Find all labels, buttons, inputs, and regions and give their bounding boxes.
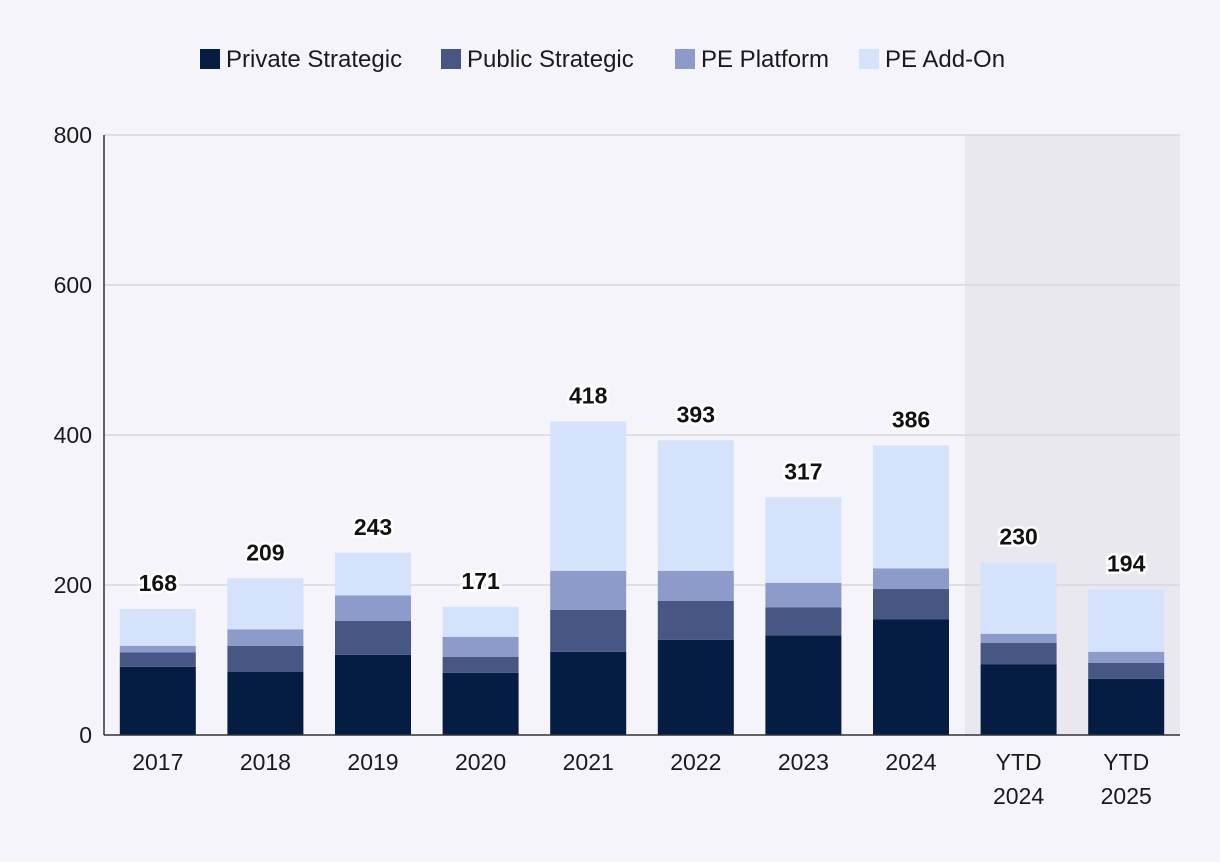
y-tick-label: 200 xyxy=(54,572,92,598)
bar-segment-public-strategic xyxy=(550,609,627,652)
bar-segment-pe-add-on xyxy=(657,440,734,571)
bar-segment-private-strategic xyxy=(873,619,949,735)
bar-segment-pe-add-on xyxy=(119,609,196,646)
bar-segment-public-strategic xyxy=(335,621,411,655)
bar-segment-pe-platform xyxy=(550,570,627,610)
bar-segment-pe-add-on xyxy=(227,578,304,630)
bar-segment-private-strategic xyxy=(1088,678,1165,735)
bar-segment-private-strategic xyxy=(657,639,734,735)
y-tick-label: 800 xyxy=(54,122,92,148)
bar-segment-pe-add-on xyxy=(335,552,411,596)
bar-segment-pe-add-on xyxy=(442,606,519,637)
bar-segment-pe-platform xyxy=(335,595,411,621)
bar-segment-pe-platform xyxy=(227,629,304,646)
legend-label: PE Platform xyxy=(701,46,829,73)
bar-segment-pe-add-on xyxy=(765,497,842,583)
bar-segment-public-strategic xyxy=(119,652,196,667)
x-tick-label: 2018 xyxy=(240,749,291,775)
legend-swatch xyxy=(675,49,695,69)
bar-segment-pe-add-on xyxy=(980,562,1057,634)
x-tick-label: YTD 2024 xyxy=(993,749,1044,809)
bar-total-label: 393 xyxy=(677,401,715,427)
bar-segment-public-strategic xyxy=(442,657,519,673)
bar-segment-private-strategic xyxy=(765,635,842,735)
bar-total-label: 171 xyxy=(461,568,500,594)
bar-total-label: 230 xyxy=(999,524,1037,550)
x-tick-label: 2022 xyxy=(670,749,721,775)
x-tick-label: 2021 xyxy=(563,749,614,775)
y-tick-label: 0 xyxy=(79,722,92,748)
legend-label: PE Add-On xyxy=(885,46,1005,73)
y-tick-label: 400 xyxy=(54,422,92,448)
bar-total-label: 317 xyxy=(784,458,822,484)
bar-total-label: 168 xyxy=(139,570,178,596)
x-tick-label: 2024 xyxy=(885,749,936,775)
legend-item-pe-add-on: PE Add-On xyxy=(859,46,1005,73)
x-tick-label: YTD 2025 xyxy=(1101,749,1152,809)
bar-segment-pe-add-on xyxy=(873,445,949,569)
legend-item-pe-platform: PE Platform xyxy=(675,46,829,73)
legend-label: Private Strategic xyxy=(226,46,402,73)
y-tick-label: 600 xyxy=(54,272,92,298)
bar-segment-private-strategic xyxy=(119,666,196,735)
bar-segment-pe-platform xyxy=(119,645,196,653)
bar-total-label: 194 xyxy=(1107,551,1146,577)
bar-segment-pe-platform xyxy=(873,568,949,589)
bar-segment-private-strategic xyxy=(335,654,411,735)
bar-segment-public-strategic xyxy=(873,588,949,620)
x-tick-label: 2019 xyxy=(347,749,398,775)
bar-total-label: 209 xyxy=(246,539,284,565)
x-tick-label: 2017 xyxy=(132,749,183,775)
x-tick-label: 2023 xyxy=(778,749,829,775)
bar-segment-public-strategic xyxy=(1088,663,1165,679)
legend-swatch xyxy=(441,49,461,69)
bar-segment-public-strategic xyxy=(657,600,734,640)
legend-swatch xyxy=(859,49,879,69)
legend-item-public-strategic: Public Strategic xyxy=(441,46,634,73)
bar-segment-private-strategic xyxy=(442,672,519,735)
bar-total-label: 243 xyxy=(354,514,392,540)
legend-item-private-strategic: Private Strategic xyxy=(200,46,402,73)
bar-segment-private-strategic xyxy=(980,664,1057,735)
x-tick-label: 2020 xyxy=(455,749,506,775)
bar-segment-public-strategic xyxy=(980,642,1057,665)
bar-segment-pe-platform xyxy=(980,633,1057,643)
bar-segment-private-strategic xyxy=(227,672,304,735)
bar-segment-pe-platform xyxy=(657,570,734,601)
bar-segment-public-strategic xyxy=(765,607,842,636)
bar-segment-public-strategic xyxy=(227,645,304,672)
bar-segment-private-strategic xyxy=(550,651,627,735)
bar-total-label: 418 xyxy=(569,383,608,409)
bar-total-label: 386 xyxy=(892,407,930,433)
legend-swatch xyxy=(200,49,220,69)
bar-segment-pe-add-on xyxy=(550,421,627,571)
bar-segment-pe-platform xyxy=(765,582,842,608)
bar-segment-pe-platform xyxy=(442,636,519,657)
legend-label: Public Strategic xyxy=(467,46,634,73)
bar-segment-pe-platform xyxy=(1088,651,1165,663)
bar-segment-pe-add-on xyxy=(1088,589,1165,652)
